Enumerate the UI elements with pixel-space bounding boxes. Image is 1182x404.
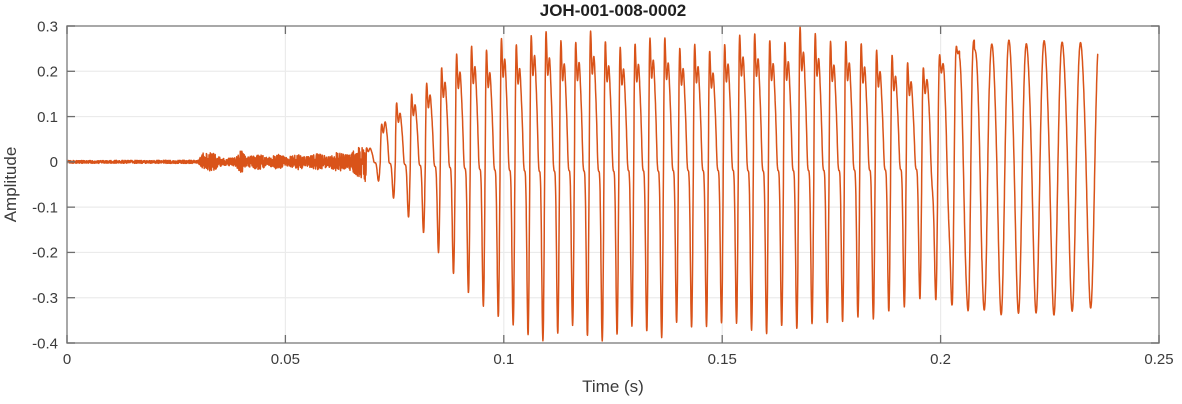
plot-title: JOH-001-008-0002: [540, 1, 686, 20]
x-axis-label: Time (s): [582, 377, 644, 396]
axes-box: [66, 25, 1160, 344]
y-tick-label: -0.1: [32, 199, 58, 216]
x-tick-label: 0.25: [1144, 351, 1173, 368]
axes-layer: [66, 25, 1160, 344]
y-tick-label: -0.4: [32, 335, 58, 352]
y-tick-label: 0.3: [37, 18, 58, 35]
y-tick-label: 0.1: [37, 109, 58, 126]
y-tick-label: -0.3: [32, 290, 58, 307]
x-tick-label: 0.2: [930, 351, 951, 368]
x-tick-label: 0.15: [708, 351, 737, 368]
waveform-layer: [67, 26, 1099, 342]
waveform-line: [67, 26, 1099, 342]
x-tick-label: 0: [63, 351, 71, 368]
tick-labels-layer: 0 0.05 0.1 0.15 0.2 0.25 0.3 0.2 0.1 0 -0.1 -0.2 -0.…: [32, 18, 1173, 368]
y-tick-label: -0.2: [32, 245, 58, 262]
x-tick-label: 0.05: [271, 351, 300, 368]
y-tick-label: 0.2: [37, 64, 58, 81]
y-axis-label: Amplitude: [1, 147, 20, 223]
grid-layer: [66, 25, 1160, 344]
y-tick-label: 0: [50, 154, 58, 171]
x-tick-label: 0.1: [493, 351, 514, 368]
